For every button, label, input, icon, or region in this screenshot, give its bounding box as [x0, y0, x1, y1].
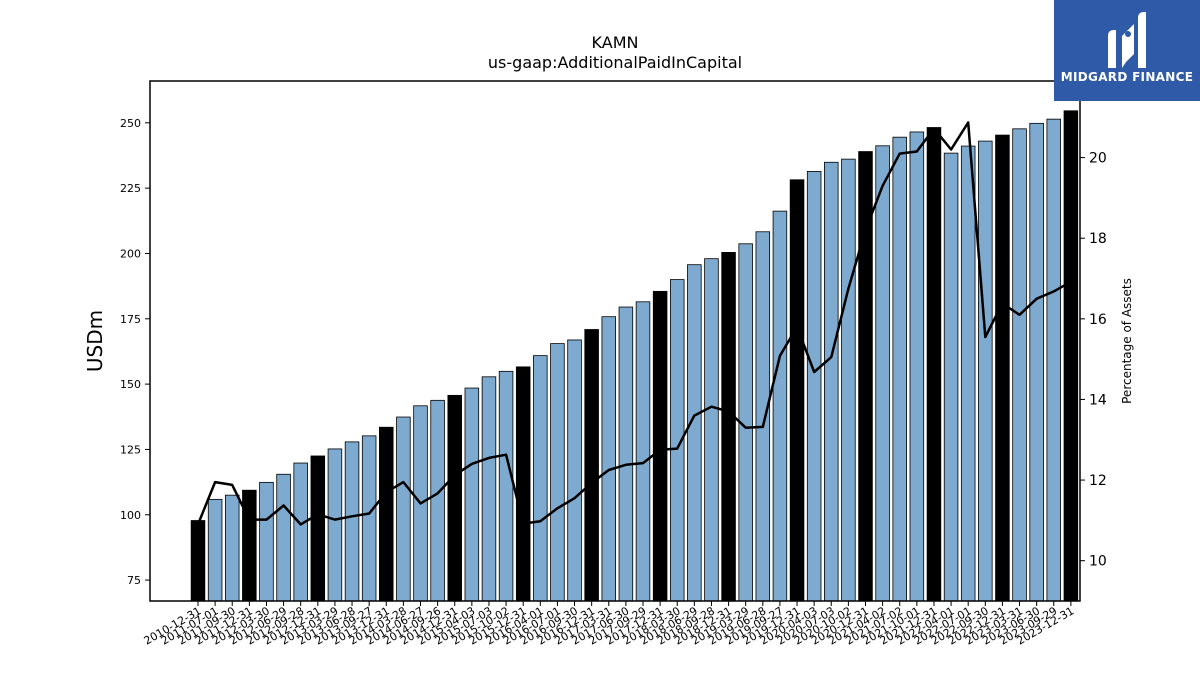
- bar: [909, 131, 925, 602]
- bar: [652, 290, 668, 602]
- bar: [995, 134, 1010, 602]
- y2-tick-label: 12: [1089, 473, 1107, 489]
- percentage-line: [196, 121, 1072, 526]
- y-axis-label: USDm: [83, 310, 107, 372]
- bar: [515, 366, 531, 602]
- y-tick-label: 150: [120, 378, 141, 391]
- bar: [567, 339, 582, 602]
- axes-layer: 751001251501752002252501012141618202010-…: [120, 80, 1107, 648]
- bar: [721, 252, 736, 602]
- bar: [498, 370, 514, 602]
- brand-name: MIDGARD FINANCE: [1060, 70, 1194, 84]
- bar: [310, 455, 326, 602]
- y-tick-label: 200: [120, 247, 141, 260]
- bar: [1046, 118, 1062, 602]
- bar: [824, 161, 839, 602]
- bar: [704, 258, 719, 602]
- bar: [344, 441, 360, 602]
- bar: [601, 316, 617, 602]
- bar: [379, 426, 394, 602]
- bar: [533, 355, 548, 602]
- bar: [224, 494, 240, 602]
- bar: [190, 520, 206, 602]
- y2-axis-label: Percentage of Assets: [1120, 278, 1134, 404]
- y-tick-label: 225: [120, 182, 141, 195]
- y2-tick-label: 16: [1089, 312, 1107, 328]
- bar: [978, 140, 993, 602]
- bar: [789, 179, 805, 602]
- bar: [361, 435, 377, 602]
- bar: [1063, 110, 1079, 602]
- chart-title: KAMN: [592, 33, 639, 52]
- bar: [207, 498, 223, 602]
- bars-layer: [190, 110, 1079, 602]
- midgard-logo-icon: [1108, 12, 1146, 68]
- bar: [755, 231, 771, 602]
- bar: [584, 329, 599, 602]
- y-tick-label: 75: [127, 574, 141, 587]
- line-layer: [196, 121, 1072, 526]
- plot-frame: [149, 80, 1081, 602]
- bar: [943, 152, 959, 602]
- bar: [806, 171, 822, 602]
- chart-subtitle: us-gaap:AdditionalPaidInCapital: [488, 53, 742, 72]
- bar: [618, 306, 634, 602]
- bar: [242, 489, 257, 602]
- bar: [926, 127, 942, 602]
- bar: [772, 210, 788, 602]
- bar: [293, 462, 308, 602]
- bar: [635, 301, 651, 602]
- bar: [841, 158, 856, 602]
- bar: [327, 448, 343, 602]
- bar: [1029, 122, 1044, 602]
- y2-tick-label: 20: [1089, 151, 1107, 167]
- y2-tick-label: 10: [1089, 554, 1107, 570]
- bar: [960, 145, 976, 602]
- y2-tick-label: 18: [1089, 231, 1107, 247]
- bar: [687, 264, 702, 602]
- bar: [875, 145, 890, 602]
- brand-logo: MIDGARD FINANCE: [1054, 0, 1200, 101]
- bar: [464, 387, 480, 602]
- bar: [481, 376, 497, 602]
- bar: [892, 136, 907, 602]
- y2-tick-label: 14: [1089, 392, 1107, 408]
- y-tick-label: 125: [120, 443, 141, 456]
- bar: [259, 481, 274, 602]
- bar: [430, 399, 445, 602]
- bar: [396, 416, 411, 602]
- y-tick-label: 100: [120, 509, 141, 522]
- y-tick-label: 175: [120, 313, 141, 326]
- bar: [1012, 128, 1027, 602]
- bar: [276, 473, 291, 602]
- bar: [550, 343, 565, 602]
- y-tick-label: 250: [120, 117, 141, 130]
- bar: [447, 394, 462, 602]
